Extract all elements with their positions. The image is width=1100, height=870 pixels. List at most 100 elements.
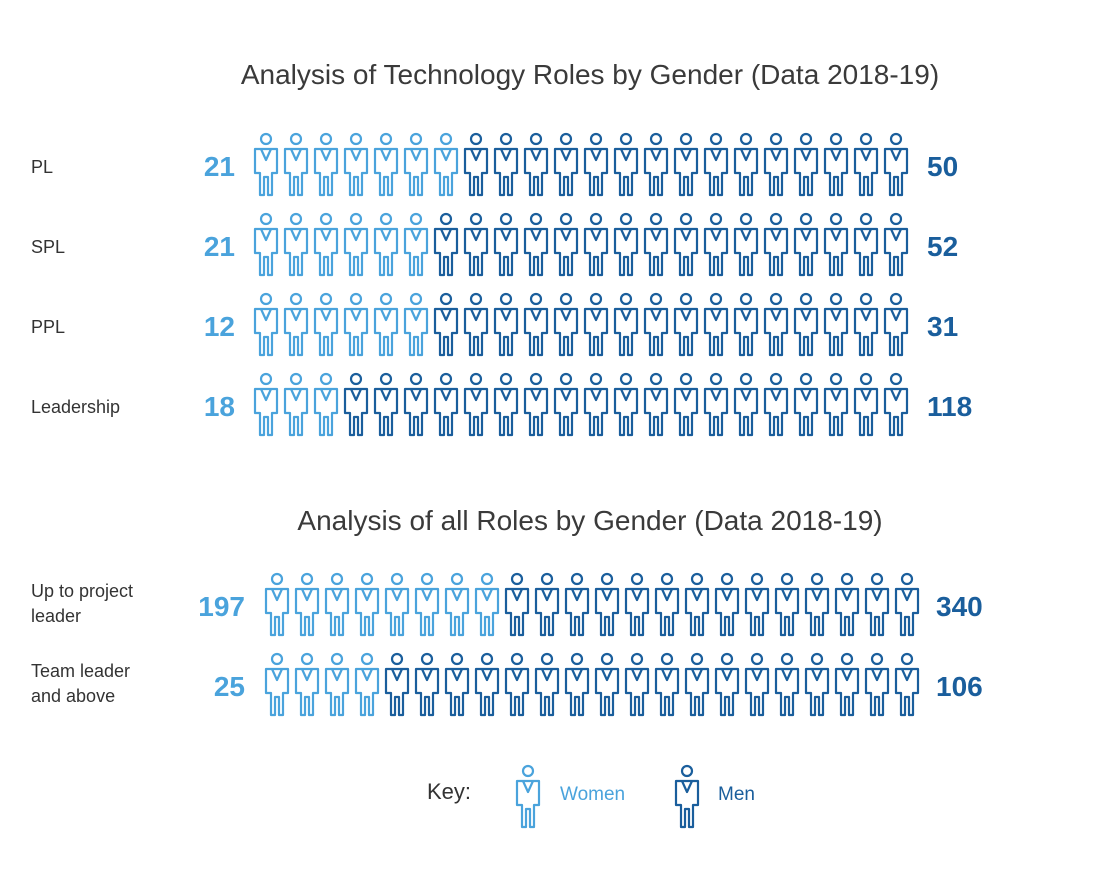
person-icon-men: [583, 212, 609, 277]
person-icon-men: [703, 132, 729, 197]
person-icon-men: [733, 132, 759, 197]
person-icon-men: [834, 572, 860, 637]
women-count-spl: 21: [204, 231, 235, 262]
person-icon-men: [883, 372, 909, 437]
women-count-pl: 21: [204, 151, 235, 182]
person-icon-women: [264, 572, 290, 637]
person-icon-women: [283, 132, 309, 197]
person-icon-men: [343, 372, 369, 437]
men-count-up-to-project-leader: 340: [936, 591, 983, 622]
person-icon-men: [733, 292, 759, 357]
person-icon-men: [733, 212, 759, 277]
person-icon-men: [433, 292, 459, 357]
person-icon-men: [744, 652, 770, 717]
person-icon-men: [504, 572, 530, 637]
row-label-ppl: PPL: [31, 317, 65, 337]
person-icon-men: [463, 212, 489, 277]
person-icon-men: [463, 292, 489, 357]
person-icon-men: [583, 372, 609, 437]
person-icon-women: [324, 572, 350, 637]
person-icon-men: [883, 212, 909, 277]
person-icon-men: [534, 572, 560, 637]
person-icon-men: [774, 572, 800, 637]
person-icon-men: [553, 292, 579, 357]
person-icon-men: [673, 132, 699, 197]
person-icon-men: [673, 212, 699, 277]
row-label-team-leader-line2: and above: [31, 686, 115, 706]
person-icon-women: [264, 652, 290, 717]
person-icon-men: [493, 132, 519, 197]
person-icon-men: [744, 572, 770, 637]
men-count-team-leader: 106: [936, 671, 983, 702]
person-icon-women: [253, 132, 279, 197]
person-icon-men: [643, 132, 669, 197]
person-icon-women: [253, 292, 279, 357]
person-icon-men: [703, 292, 729, 357]
row-label-pl: PL: [31, 157, 53, 177]
person-icon-men: [673, 372, 699, 437]
person-icon-women: [444, 572, 470, 637]
person-icon-women: [373, 292, 399, 357]
row-label-spl: SPL: [31, 237, 65, 257]
person-icon-men: [594, 572, 620, 637]
person-icon-men: [493, 292, 519, 357]
person-icon-women: [343, 132, 369, 197]
person-icon-men: [613, 292, 639, 357]
person-icon-women: [283, 372, 309, 437]
person-icon-men: [553, 212, 579, 277]
women-count-leadership: 18: [204, 391, 235, 422]
legend-women-label: Women: [560, 784, 625, 805]
person-icon-men: [804, 572, 830, 637]
person-icon-women: [354, 572, 380, 637]
person-icon-men: [613, 212, 639, 277]
chart-title-all-roles: Analysis of all Roles by Gender (Data 20…: [297, 505, 882, 536]
person-icon-women: [294, 572, 320, 637]
person-icon-men: [403, 372, 429, 437]
person-icon-men: [564, 652, 590, 717]
pictograph-icons: [253, 132, 920, 717]
person-icon-men: [793, 132, 819, 197]
person-icon-women: [403, 132, 429, 197]
person-icon-men: [643, 212, 669, 277]
person-icon-men: [864, 572, 890, 637]
person-icon-men: [674, 764, 700, 829]
men-count-leadership: 118: [927, 391, 972, 422]
person-icon-men: [594, 652, 620, 717]
men-count-spl: 52: [927, 231, 958, 262]
person-icon-women: [403, 212, 429, 277]
person-icon-women: [324, 652, 350, 717]
person-icon-men: [493, 372, 519, 437]
row-label-team-leader-line1: Team leader: [31, 661, 130, 681]
person-icon-men: [714, 652, 740, 717]
person-icon-women: [433, 132, 459, 197]
person-icon-women: [384, 572, 410, 637]
person-icon-men: [793, 292, 819, 357]
person-icon-men: [534, 652, 560, 717]
person-icon-men: [774, 652, 800, 717]
person-icon-men: [444, 652, 470, 717]
person-icon-men: [733, 372, 759, 437]
person-icon-men: [613, 132, 639, 197]
women-count-ppl: 12: [204, 311, 235, 342]
legend: Key: Women Men: [427, 764, 755, 829]
person-icon-women: [354, 652, 380, 717]
person-icon-men: [853, 132, 879, 197]
person-icon-women: [313, 212, 339, 277]
women-count-team-leader: 25: [214, 671, 245, 702]
person-icon-women: [414, 572, 440, 637]
person-icon-men: [523, 132, 549, 197]
person-icon-women: [515, 764, 541, 829]
person-icon-men: [714, 572, 740, 637]
person-icon-men: [523, 372, 549, 437]
person-icon-men: [624, 652, 650, 717]
person-icon-men: [763, 132, 789, 197]
person-icon-men: [523, 212, 549, 277]
row-label-leadership: Leadership: [31, 397, 120, 417]
person-icon-women: [253, 212, 279, 277]
person-icon-men: [684, 652, 710, 717]
person-icon-men: [504, 652, 530, 717]
person-icon-men: [703, 212, 729, 277]
person-icon-men: [853, 292, 879, 357]
person-icon-men: [823, 372, 849, 437]
